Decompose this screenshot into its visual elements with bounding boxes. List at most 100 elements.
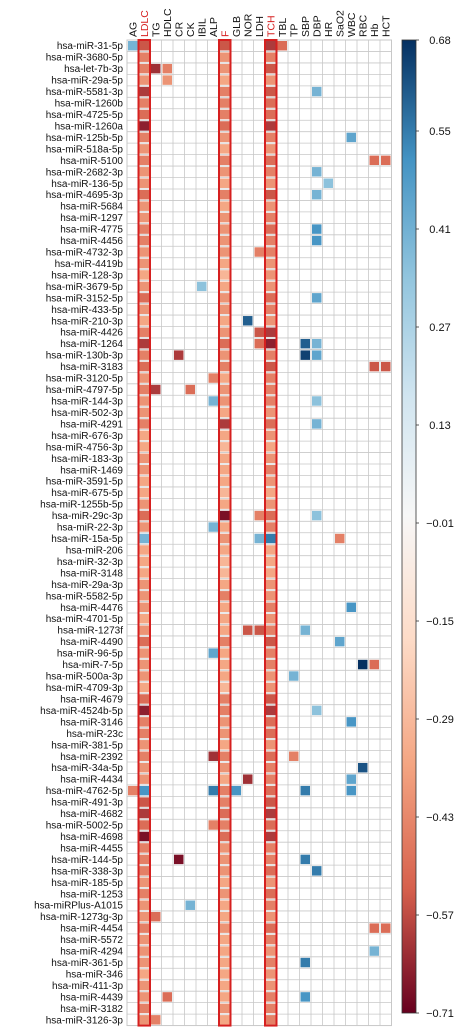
column-label-ldlc: LDLC	[139, 10, 151, 37]
heatmap-cell	[139, 866, 149, 876]
heatmap-cell	[139, 591, 149, 601]
heatmap-cell	[289, 671, 299, 681]
heatmap-cell	[220, 316, 230, 326]
heatmap-cell	[369, 155, 379, 166]
heatmap-cell	[139, 75, 149, 85]
heatmap-cell	[266, 258, 276, 269]
heatmap-cell	[139, 728, 149, 739]
heatmap-cell	[139, 270, 149, 280]
heatmap-cell	[312, 510, 322, 521]
heatmap-cell	[139, 167, 149, 177]
heatmap-cell	[139, 373, 149, 383]
heatmap-cell	[139, 648, 149, 658]
heatmap-cell	[220, 350, 230, 360]
row-label: hsa-miR-3591-5p	[46, 477, 124, 488]
heatmap-cell	[139, 877, 149, 888]
heatmap-cell	[220, 304, 230, 315]
heatmap-cell	[139, 545, 149, 555]
heatmap-cell	[358, 659, 368, 670]
row-label: hsa-miR-4682	[60, 809, 123, 820]
heatmap-cell	[266, 235, 276, 246]
heatmap-cell	[220, 167, 230, 177]
heatmap-cell	[220, 465, 230, 475]
heatmap-cell	[312, 396, 322, 406]
colorbar-tick-label: −0.15	[426, 616, 454, 628]
heatmap-cell	[220, 591, 230, 601]
row-label: hsa-miR-2392	[60, 752, 123, 763]
row-label: hsa-miR-4698	[60, 832, 123, 843]
row-label: hsa-miR-136-5p	[51, 179, 123, 190]
heatmap-cell	[220, 75, 230, 85]
heatmap-cell	[208, 522, 218, 532]
heatmap-cell	[266, 407, 276, 418]
heatmap-cell	[139, 957, 149, 968]
heatmap-cell	[346, 785, 356, 796]
column-label-tch: TCH	[265, 15, 277, 37]
heatmap-cell	[266, 487, 276, 498]
heatmap-cell	[139, 705, 149, 716]
heatmap-cell	[139, 568, 149, 578]
heatmap-cell	[220, 189, 230, 200]
heatmap-cell	[139, 281, 149, 292]
heatmap-cell	[139, 556, 149, 567]
heatmap-cell	[139, 316, 149, 326]
heatmap-cell	[266, 774, 276, 784]
column-label-ag: AG	[127, 22, 139, 37]
heatmap-cell	[139, 132, 149, 143]
heatmap-cell	[277, 41, 287, 51]
row-label: hsa-miR-5572	[60, 935, 123, 946]
heatmap-cell	[266, 877, 276, 888]
heatmap-cell	[220, 98, 230, 108]
highlight-outline-ldlc	[137, 39, 151, 1027]
heatmap-cell	[139, 671, 149, 681]
heatmap-cell	[139, 900, 149, 910]
column-label-rbc: RBC	[357, 14, 369, 37]
heatmap-cell	[266, 52, 276, 62]
heatmap-cell	[139, 430, 149, 441]
heatmap-cell	[139, 361, 149, 372]
row-label: hsa-miR-1260b	[55, 99, 124, 110]
heatmap-cell	[139, 751, 149, 761]
heatmap-cell	[220, 212, 230, 223]
heatmap-cell	[312, 189, 322, 200]
heatmap-cell	[220, 384, 230, 395]
heatmap-cell	[220, 499, 230, 509]
heatmap-cell	[139, 614, 149, 624]
heatmap-cell	[266, 384, 276, 395]
heatmap-cell	[266, 556, 276, 567]
heatmap-cell	[220, 717, 230, 727]
heatmap-cell	[151, 1015, 161, 1025]
row-label: hsa-miR-5684	[60, 202, 123, 213]
heatmap-cell	[266, 98, 276, 108]
heatmap-cell	[139, 843, 149, 853]
colorbar-tick-label: −0.71	[426, 1008, 454, 1020]
heatmap-cell	[266, 522, 276, 532]
heatmap-cell	[208, 751, 218, 761]
row-labels: hsa-miR-31-5phsa-miR-3680-5phsa-let-7b-3…	[34, 41, 123, 1026]
row-label: hsa-miR-125b-5p	[46, 133, 124, 144]
heatmap-cell	[151, 63, 161, 74]
heatmap-cell	[220, 338, 230, 349]
heatmap-cell	[128, 785, 138, 796]
row-label: hsa-miR-29a-5p	[51, 76, 123, 87]
heatmap-cell	[266, 751, 276, 761]
heatmap-cell	[266, 900, 276, 910]
column-label-dbp: DBP	[311, 15, 323, 37]
heatmap-cell	[139, 98, 149, 108]
row-label: hsa-miR-4294	[60, 947, 123, 958]
heatmap-cell	[139, 487, 149, 498]
row-label: hsa-miR-128-3p	[51, 270, 123, 281]
heatmap-cell	[220, 992, 230, 1002]
row-label: hsa-miR-4454	[60, 924, 123, 935]
heatmap-cell	[266, 453, 276, 464]
heatmap-cell	[266, 992, 276, 1002]
heatmap-cell	[266, 602, 276, 612]
heatmap-cell	[266, 969, 276, 979]
colorbar-tick-label: −0.29	[426, 714, 454, 726]
heatmap-cell	[220, 946, 230, 956]
heatmap-cell	[220, 258, 230, 269]
row-label: hsa-miR-1297	[60, 213, 123, 224]
heatmap-cell	[220, 911, 230, 922]
heatmap-cell	[220, 86, 230, 97]
column-label-tg: TG	[150, 22, 162, 37]
